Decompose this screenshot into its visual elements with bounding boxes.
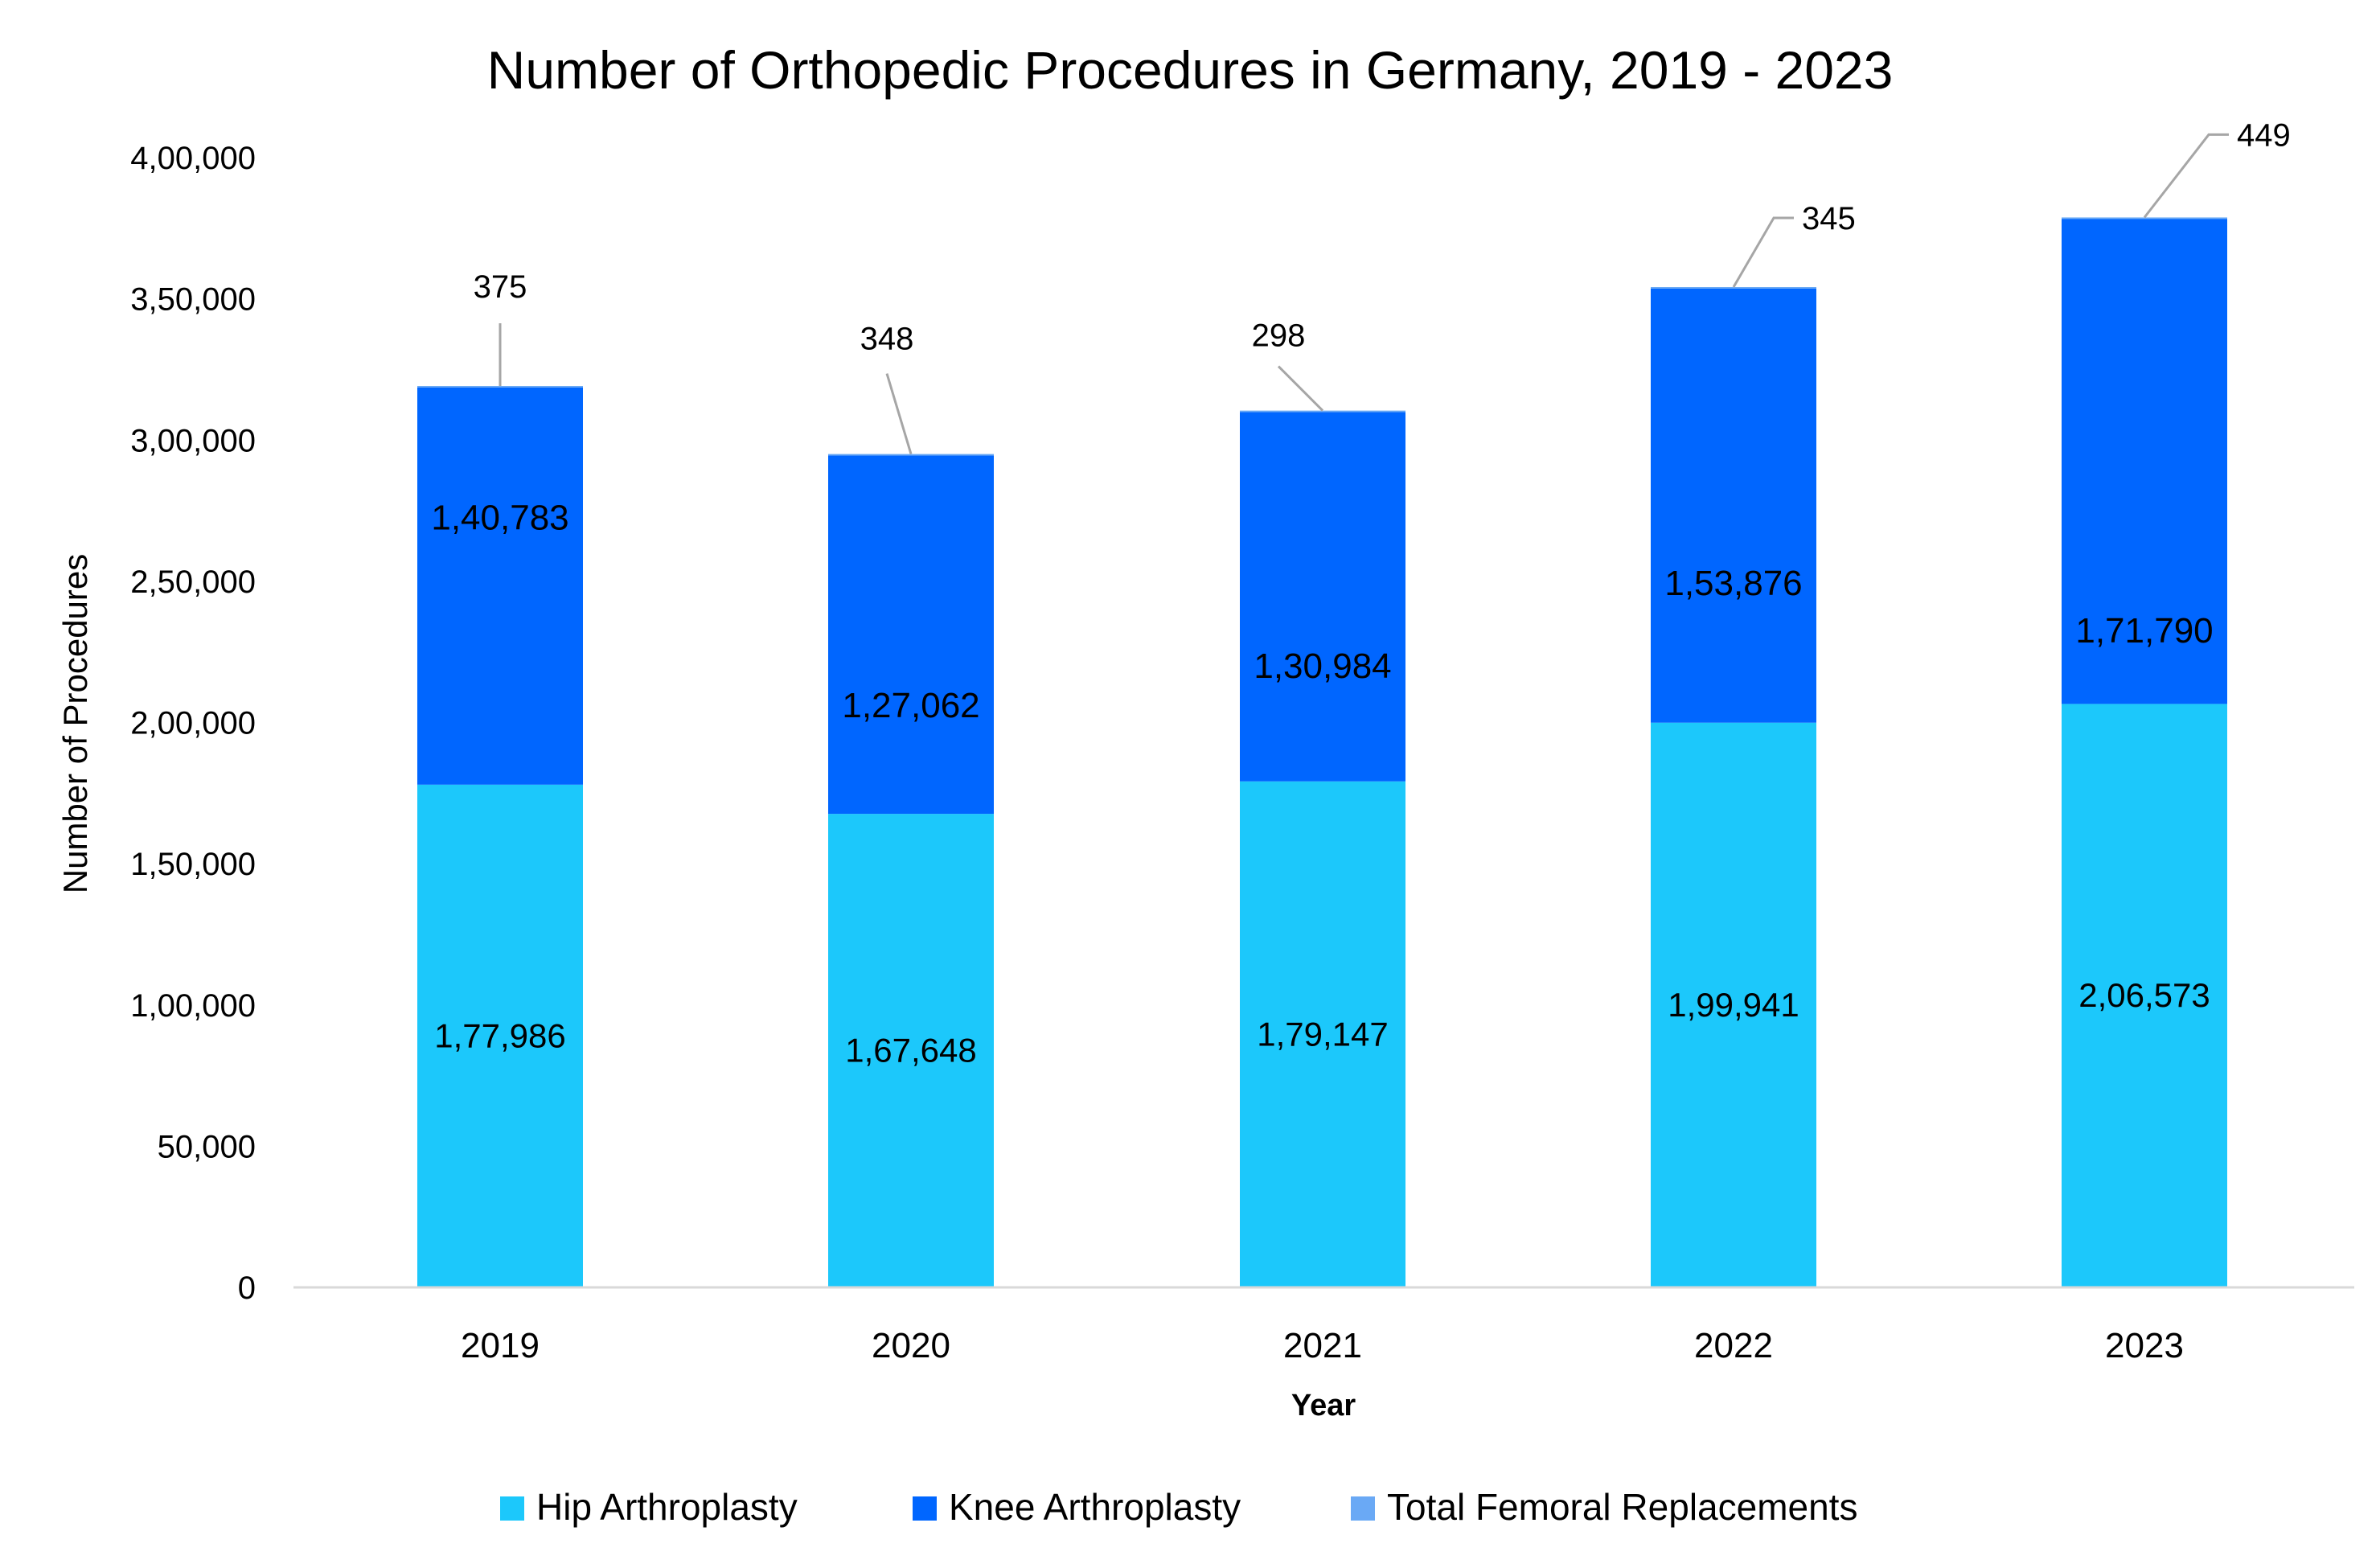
bar-knee-arthroplasty: [1240, 411, 1405, 782]
bar-hip-arthroplasty: [828, 814, 994, 1287]
y-tick-label: 2,00,000: [130, 706, 256, 741]
callout-leader-line: [885, 373, 913, 455]
bar-knee-arthroplasty: [417, 387, 583, 785]
y-tick-label: 1,50,000: [130, 847, 256, 882]
data-label-knee: 1,30,984: [1254, 647, 1391, 686]
data-label-femoral: 345: [1802, 201, 1856, 236]
data-label-hip: 1,99,941: [1668, 986, 1799, 1024]
y-tick-label: 4,00,000: [130, 141, 256, 176]
x-tick-label: 2020: [872, 1326, 950, 1365]
data-label-hip: 1,77,986: [434, 1016, 566, 1054]
bar-hip-arthroplasty: [2062, 704, 2227, 1287]
data-label-femoral: 298: [1252, 318, 1306, 354]
data-label-femoral: 348: [860, 322, 914, 357]
data-label-femoral: 375: [474, 269, 527, 305]
legend-label: Total Femoral Replacements: [1387, 1486, 1857, 1528]
data-label-hip: 2,06,573: [2078, 976, 2210, 1014]
data-label-knee: 1,71,790: [2075, 611, 2213, 651]
bar-knee-arthroplasty: [2062, 218, 2227, 704]
data-label-femoral: 449: [2237, 117, 2291, 153]
legend: Hip Arthroplasty Knee Arthroplasty Total F…: [500, 1486, 1857, 1528]
x-tick-label: 2019: [461, 1326, 540, 1365]
y-tick-label: 1,00,000: [130, 988, 256, 1024]
data-label-knee: 1,53,876: [1664, 564, 1802, 603]
y-tick-label: 3,00,000: [130, 423, 256, 458]
data-label-knee: 1,27,062: [842, 686, 979, 725]
bar-hip-arthroplasty: [1651, 722, 1816, 1287]
bar-hip-arthroplasty: [1240, 781, 1405, 1287]
y-axis: 0 50,000 1,00,000 1,50,000 2,00,000 2,50,000 3…: [130, 141, 256, 1306]
bar-knee-arthroplasty: [828, 454, 994, 815]
callout-leader-line: [1277, 365, 1324, 412]
bar-total-femoral-replacements: [1651, 287, 1816, 289]
data-label-hip: 1,79,147: [1257, 1015, 1389, 1053]
x-tick-label: 2023: [2105, 1326, 2184, 1365]
bar-total-femoral-replacements: [828, 454, 994, 456]
legend-swatch: [913, 1496, 937, 1521]
bars-group: 1,77,986 1,40,783 375 1,67,648 1,27,062 348 1,…: [417, 117, 2291, 1287]
data-label-hip: 1,67,648: [845, 1032, 977, 1069]
chart-title: Number of Orthopedic Procedures in Germa…: [487, 40, 1894, 100]
bar-hip-arthroplasty: [417, 784, 583, 1287]
x-axis-title: Year: [1291, 1389, 1356, 1422]
data-label-knee: 1,40,783: [431, 499, 568, 538]
bar-total-femoral-replacements: [1240, 410, 1405, 413]
x-axis: 2019 2020 2021 2022 2023: [461, 1326, 2184, 1365]
y-tick-label: 0: [238, 1270, 256, 1306]
y-tick-label: 50,000: [158, 1129, 256, 1164]
legend-swatch: [500, 1496, 524, 1521]
callout-leader-line: [2143, 133, 2229, 219]
x-tick-label: 2021: [1283, 1326, 1362, 1365]
bar-knee-arthroplasty: [1651, 288, 1816, 723]
bar-total-femoral-replacements: [2062, 217, 2227, 220]
y-tick-label: 2,50,000: [130, 564, 256, 600]
bar-total-femoral-replacements: [417, 386, 583, 388]
legend-label: Hip Arthroplasty: [536, 1486, 798, 1528]
legend-label: Knee Arthroplasty: [949, 1486, 1241, 1528]
x-tick-label: 2022: [1694, 1326, 1773, 1365]
legend-swatch: [1351, 1496, 1375, 1521]
y-axis-title: Number of Procedures: [56, 554, 94, 894]
callout-leader-line: [1732, 216, 1794, 288]
y-tick-label: 3,50,000: [130, 282, 256, 318]
